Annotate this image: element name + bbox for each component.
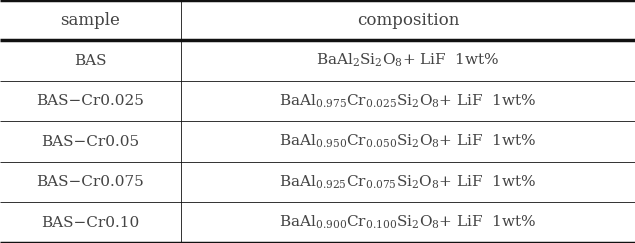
Text: composition: composition bbox=[357, 12, 459, 29]
Text: BAS−Cr0.10: BAS−Cr0.10 bbox=[41, 216, 140, 230]
Text: BAS: BAS bbox=[74, 54, 107, 68]
Text: BAS−Cr0.025: BAS−Cr0.025 bbox=[37, 94, 144, 108]
Text: $\mathregular{BaAl_{0.900}Cr_{0.100}Si_2O_8}$+ LiF  1wt%: $\mathregular{BaAl_{0.900}Cr_{0.100}Si_2… bbox=[279, 214, 537, 231]
Text: $\mathregular{BaAl_{0.950}Cr_{0.050}Si_2O_8}$+ LiF  1wt%: $\mathregular{BaAl_{0.950}Cr_{0.050}Si_2… bbox=[279, 133, 537, 150]
Text: $\mathregular{BaAl_2Si_2O_8}$+ LiF  1wt%: $\mathregular{BaAl_2Si_2O_8}$+ LiF 1wt% bbox=[316, 52, 500, 69]
Text: sample: sample bbox=[60, 12, 121, 29]
Text: $\mathregular{BaAl_{0.975}Cr_{0.025}Si_2O_8}$+ LiF  1wt%: $\mathregular{BaAl_{0.975}Cr_{0.025}Si_2… bbox=[279, 93, 537, 110]
Text: $\mathregular{BaAl_{0.925}Cr_{0.075}Si_2O_8}$+ LiF  1wt%: $\mathregular{BaAl_{0.925}Cr_{0.075}Si_2… bbox=[279, 174, 537, 191]
Text: BAS−Cr0.05: BAS−Cr0.05 bbox=[41, 135, 140, 149]
Text: BAS−Cr0.075: BAS−Cr0.075 bbox=[37, 175, 144, 189]
